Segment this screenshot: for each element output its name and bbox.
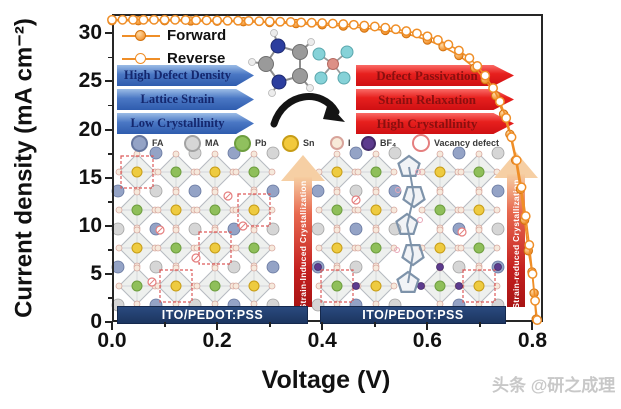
y-minor-tick bbox=[108, 201, 112, 203]
x-tick-mark bbox=[216, 322, 219, 330]
process-arrow-red: Defect Passivation bbox=[356, 65, 514, 86]
species-legend-item: Vacancy defect bbox=[412, 133, 499, 153]
i-atom-icon bbox=[330, 136, 344, 150]
substrate-label: ITO/PEDOT:PSS bbox=[161, 308, 264, 322]
y-minor-tick bbox=[108, 104, 112, 107]
y-tick-mark bbox=[105, 321, 112, 323]
reverse-marker-icon bbox=[122, 52, 160, 65]
y-tick-mark bbox=[105, 32, 112, 35]
y-tick-mark bbox=[105, 80, 112, 83]
x-axis-label: Voltage (V) bbox=[261, 366, 391, 394]
process-arrow-red: Strain Relaxation bbox=[356, 89, 514, 110]
y-minor-tick bbox=[108, 153, 112, 155]
x-tick-mark bbox=[111, 322, 113, 330]
x-minor-tick bbox=[269, 322, 271, 327]
process-arrow-blue: Low Crystallinity bbox=[117, 113, 254, 134]
y-minor-tick bbox=[108, 297, 112, 299]
legend-label-forward: Forward bbox=[167, 27, 227, 44]
substrate-bar-left: ITO/PEDOT:PSS bbox=[117, 306, 308, 324]
process-arrow-red: High Crystallinity bbox=[356, 113, 514, 134]
species-label: FA bbox=[152, 138, 164, 148]
y-axis-label: Current density (mA cm⁻²) bbox=[10, 18, 38, 318]
x-minor-tick bbox=[164, 322, 166, 327]
x-tick-label: 0.6 bbox=[412, 329, 442, 352]
x-tick-label: 0.0 bbox=[97, 329, 127, 352]
pb-atom-icon bbox=[234, 134, 251, 152]
species-legend-item: Sn bbox=[282, 133, 315, 153]
species-label: Pb bbox=[255, 138, 267, 148]
x-tick-label: 0.8 bbox=[517, 329, 548, 352]
process-arrow-blue: Lattice Strain bbox=[117, 89, 254, 110]
x-tick-mark bbox=[321, 322, 324, 330]
substrate-bar-right: ITO/PEDOT:PSS bbox=[320, 306, 506, 324]
y-tick-mark bbox=[105, 224, 112, 227]
y-tick-label: 30 bbox=[78, 21, 102, 45]
degradation-arrow-stack: High Defect Density Lattice Strain Low Cry… bbox=[117, 65, 254, 137]
legend-label-reverse: Reverse bbox=[167, 50, 226, 67]
passivation-arrow-stack: Defect Passivation Strain Relaxation High … bbox=[356, 65, 514, 137]
substrate-label: ITO/PEDOT:PSS bbox=[362, 308, 464, 322]
y-minor-tick bbox=[108, 56, 112, 59]
species-label: BF₄ bbox=[380, 138, 397, 148]
y-tick-mark bbox=[105, 176, 112, 179]
x-tick-label: 0.4 bbox=[307, 329, 337, 352]
curve-legend: Forward Reverse bbox=[122, 24, 226, 70]
y-tick-label: 5 bbox=[90, 261, 102, 285]
forward-marker-icon bbox=[122, 29, 160, 42]
bf₄-atom-icon bbox=[361, 135, 376, 151]
y-tick-label: 25 bbox=[78, 69, 102, 93]
y-tick-label: 15 bbox=[78, 165, 102, 189]
species-label: MA bbox=[205, 138, 219, 148]
y-tick-label: 10 bbox=[78, 213, 102, 237]
vacancy-defect-icon bbox=[412, 134, 430, 152]
legend-row-reverse: Reverse bbox=[122, 47, 226, 70]
ma-atom-icon bbox=[184, 134, 201, 152]
y-tick-mark bbox=[105, 272, 112, 275]
x-minor-tick bbox=[374, 322, 376, 327]
watermark: 头条 @研之成理 bbox=[492, 376, 616, 395]
strain-induced-arrow: Strain-Induced Crystallization bbox=[281, 155, 325, 310]
y-tick-label: 20 bbox=[78, 117, 102, 141]
y-tick-mark bbox=[105, 128, 112, 131]
y-tick-label: 0 bbox=[90, 310, 102, 333]
fa-atom-icon bbox=[131, 134, 148, 152]
species-label: Vacancy defect bbox=[434, 138, 500, 148]
strain-reduced-arrow: Strain-reduced Crystallization bbox=[494, 152, 538, 309]
y-minor-tick bbox=[108, 249, 112, 251]
species-legend-item: BF₄ bbox=[361, 133, 396, 153]
x-tick-label: 0.2 bbox=[202, 329, 232, 352]
x-minor-tick bbox=[479, 322, 481, 327]
species-legend-item: MA bbox=[184, 133, 219, 153]
strain-reduced-label: Strain-reduced Crystallization bbox=[511, 179, 521, 309]
species-legend-item: I bbox=[330, 133, 351, 153]
sn-atom-icon bbox=[282, 134, 299, 152]
species-label: Sn bbox=[303, 138, 315, 148]
species-label: I bbox=[348, 138, 351, 148]
legend-row-forward: Forward bbox=[122, 24, 226, 47]
species-legend-item: Pb bbox=[234, 133, 267, 153]
x-tick-mark bbox=[531, 322, 534, 330]
species-legend-item: FA bbox=[131, 133, 164, 153]
strain-induced-label: Strain-Induced Crystallization bbox=[298, 180, 308, 310]
x-tick-mark bbox=[426, 322, 429, 330]
